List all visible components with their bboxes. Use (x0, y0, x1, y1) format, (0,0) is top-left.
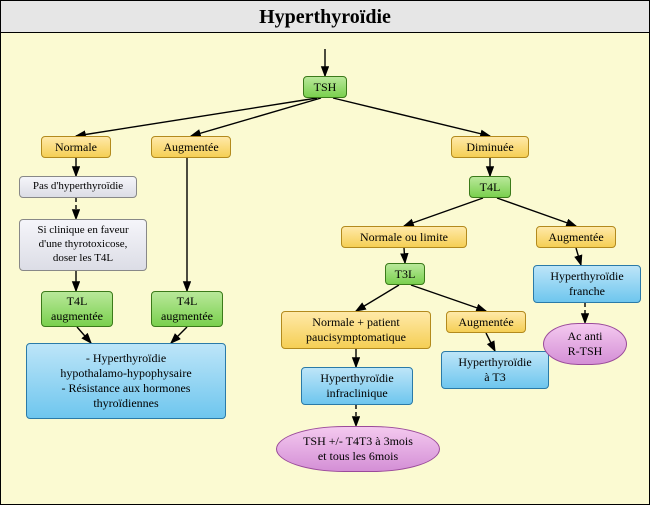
node-hyper_t3: Hyperthyroïdie à T3 (441, 351, 549, 389)
node-t4l_aug_1: T4L augmentée (41, 291, 113, 327)
edge-t4l_aug_2-hypothalamo (171, 327, 187, 343)
edge-tsh-augmentee (191, 98, 321, 136)
node-t4l_aug_2: T4L augmentée (151, 291, 223, 327)
node-ac_rtsh: Ac anti R-TSH (543, 323, 627, 365)
node-t4l: T4L (469, 176, 511, 198)
node-normale: Normale (41, 136, 111, 158)
node-si_clinique: Si clinique en faveur d'une thyrotoxicos… (19, 219, 147, 271)
node-augmentee: Augmentée (151, 136, 231, 158)
edge-augmentee3-hyper_t3 (486, 333, 495, 351)
edge-t3l-norm_pauci (356, 285, 399, 311)
edge-tsh-normale (76, 98, 317, 136)
edge-tsh-diminuee (333, 98, 490, 136)
flowchart-canvas: Hyperthyroïdie TSH Normale Augmentée Diminu… (0, 0, 650, 505)
node-hypothalamo: - Hyperthyroïdie hypothalamo-hypophysair… (26, 343, 226, 419)
node-t3l: T3L (385, 263, 425, 285)
edge-t4l-augmentee2 (497, 198, 576, 226)
node-infraclinique: Hyperthyroïdie infraclinique (301, 367, 413, 405)
node-augmentee2: Augmentée (536, 226, 616, 248)
node-norm_limite: Normale ou limite (341, 226, 467, 248)
edge-t4l_aug_1-hypothalamo (77, 327, 91, 343)
node-norm_pauci: Normale + patient paucisymptomatique (281, 311, 431, 349)
node-augmentee3: Augmentée (446, 311, 526, 333)
node-diminuee: Diminuée (451, 136, 529, 158)
edge-t3l-augmentee3 (411, 285, 486, 311)
node-tsh: TSH (303, 76, 347, 98)
node-tsh_suivi: TSH +/- T4T3 à 3mois et tous les 6mois (276, 426, 440, 472)
node-hyper_franche: Hyperthyroïdie franche (533, 265, 641, 303)
edge-augmentee2-hyper_franche (576, 248, 581, 265)
edge-norm_limite-t3l (404, 248, 405, 263)
page-title: Hyperthyroïdie (1, 1, 649, 33)
edge-t4l-norm_limite (404, 198, 483, 226)
node-pas_hyper: Pas d'hyperthyroïdie (19, 176, 137, 198)
